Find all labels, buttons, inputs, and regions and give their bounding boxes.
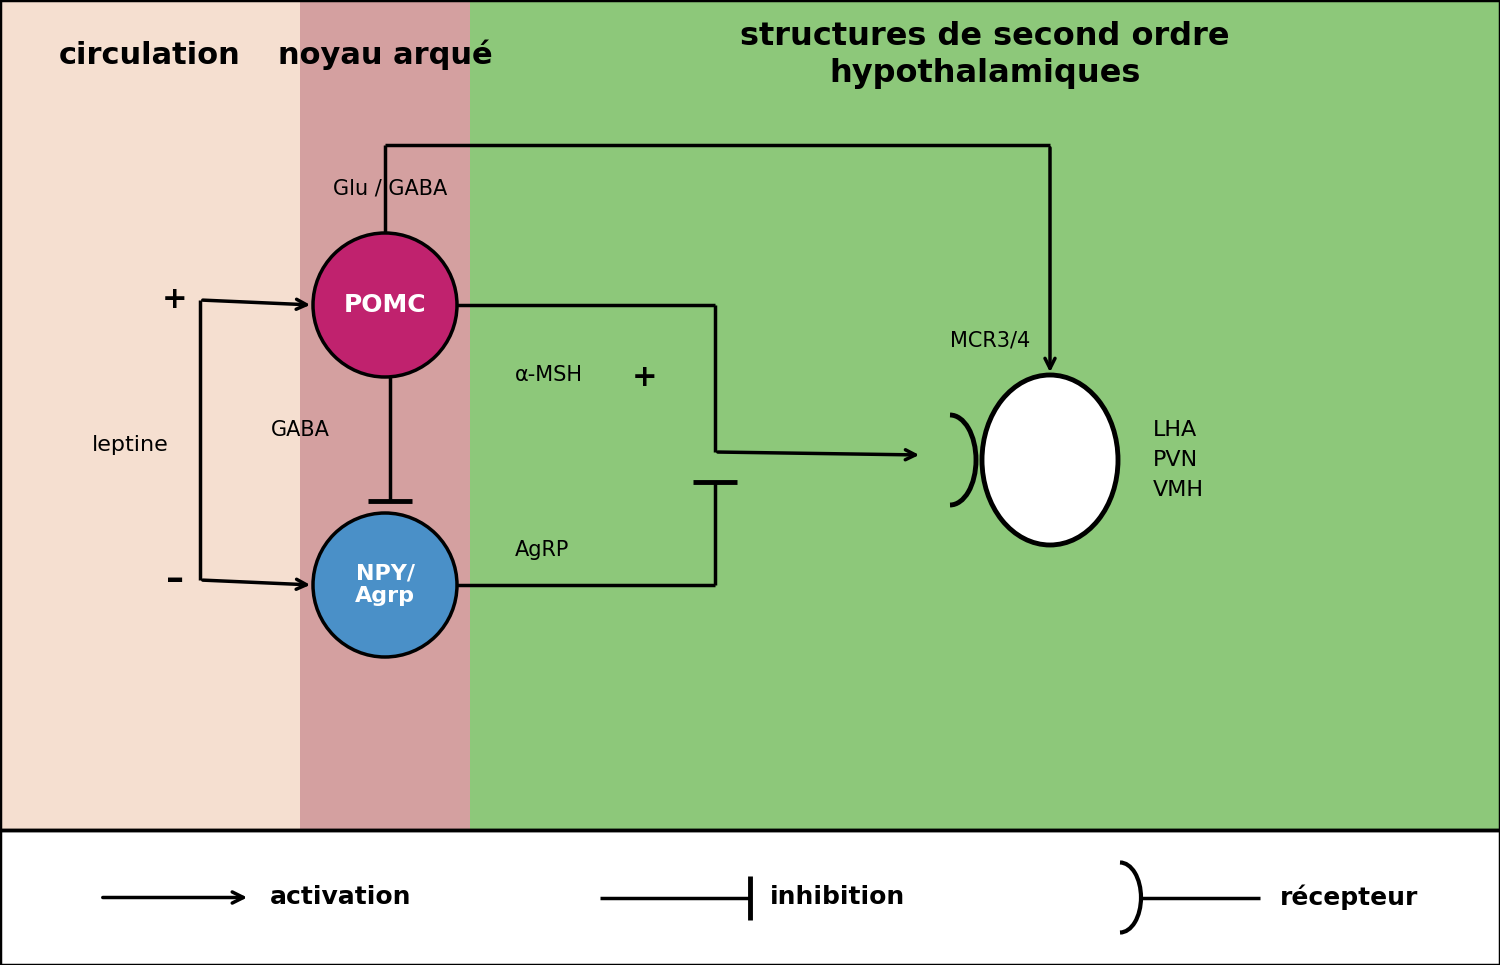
- Text: activation: activation: [270, 886, 411, 909]
- Text: structures de second ordre
hypothalamiques: structures de second ordre hypothalamiqu…: [741, 21, 1230, 89]
- Text: –: –: [166, 563, 184, 597]
- Bar: [470, 0, 1500, 830]
- Text: MCR3/4: MCR3/4: [950, 330, 1030, 350]
- Text: +: +: [162, 286, 188, 315]
- Bar: [0, 0, 1500, 830]
- Text: POMC: POMC: [344, 293, 426, 317]
- Text: GABA: GABA: [272, 420, 330, 440]
- Text: LHA
PVN
VMH: LHA PVN VMH: [1154, 421, 1204, 500]
- Text: AgRP: AgRP: [514, 540, 570, 560]
- Ellipse shape: [982, 375, 1118, 545]
- Bar: [0, 830, 1500, 965]
- Text: +: +: [632, 363, 658, 392]
- Text: noyau arqué: noyau arqué: [278, 40, 492, 70]
- Text: leptine: leptine: [92, 435, 168, 455]
- Text: récepteur: récepteur: [1280, 885, 1419, 910]
- Text: circulation: circulation: [58, 41, 242, 69]
- Circle shape: [314, 233, 458, 377]
- Circle shape: [314, 513, 458, 657]
- Text: inhibition: inhibition: [770, 886, 904, 909]
- Text: α-MSH: α-MSH: [514, 365, 584, 385]
- Bar: [0, 0, 300, 830]
- Bar: [300, 0, 470, 830]
- Text: Glu / GABA: Glu / GABA: [333, 178, 447, 198]
- Text: NPY/
Agrp: NPY/ Agrp: [356, 564, 416, 606]
